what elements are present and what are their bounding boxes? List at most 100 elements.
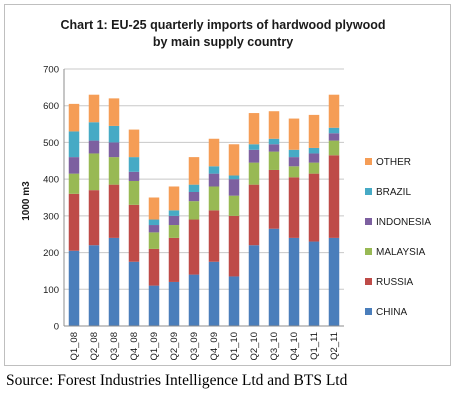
bar-segment-other [148, 197, 160, 220]
bar-segment-malaysia [88, 153, 100, 191]
bar-segment-other [128, 129, 140, 158]
bar-segment-malaysia [288, 166, 300, 178]
bar-segment-malaysia [168, 225, 180, 238]
bar-segment-china [328, 237, 340, 326]
bar-segment-malaysia [268, 151, 280, 170]
bar-segment-malaysia [108, 157, 120, 185]
bar-segment-brazil [148, 219, 160, 226]
bar-segment-malaysia [228, 195, 240, 216]
gridlines [64, 68, 344, 290]
legend-label-brazil: BRAZIL [376, 187, 411, 198]
bar-segment-other [228, 144, 240, 176]
x-tick-label: Q4_10 [289, 332, 300, 361]
legend-label-china: CHINA [376, 307, 407, 318]
legend: OTHER BRAZIL INDONESIA MALAYSIA RUSSIA CHINA [365, 157, 431, 318]
x-tick-label: Q1_09 [149, 332, 160, 361]
chart-title-line-1: Chart 1: EU-25 quarterly imports of hard… [60, 18, 385, 32]
x-tick-label: Q4_08 [129, 332, 140, 361]
bar-segment-russia [208, 210, 220, 262]
chart-title-line-2: by main supply country [153, 35, 293, 49]
bar-segment-other [108, 98, 120, 126]
bar-segment-russia [288, 177, 300, 238]
bar-segment-china [108, 237, 120, 326]
bar-segment-brazil [308, 147, 320, 154]
bar-segment-russia [188, 219, 200, 275]
bar-segment-other [188, 157, 200, 185]
bar-segment-indonesia [248, 149, 260, 163]
bar-segment-russia [168, 237, 180, 282]
x-tick-label: Q2_09 [169, 332, 180, 361]
bar-segment-indonesia [328, 133, 340, 141]
bar-segment-russia [228, 215, 240, 277]
y-tick-label: 200 [43, 248, 59, 259]
bar-segment-china [228, 276, 240, 326]
y-axis-label: 1000 m3 [21, 181, 32, 221]
bar-segment-malaysia [128, 180, 140, 205]
bars [68, 94, 340, 326]
x-tick-label: Q2_08 [89, 332, 100, 361]
bar-segment-brazil [168, 210, 180, 216]
bar-segment-indonesia [128, 171, 140, 181]
x-tick-label: Q3_10 [269, 332, 280, 361]
bar-segment-russia [108, 184, 120, 238]
bar-segment-other [248, 113, 260, 145]
x-tick-label: Q2_10 [249, 332, 260, 361]
bar-segment-brazil [228, 175, 240, 180]
y-tick-label: 600 [43, 101, 59, 112]
bar-segment-china [168, 281, 180, 326]
y-tick-label: 100 [43, 285, 59, 296]
x-tick-label: Q1_08 [69, 332, 80, 361]
bar-segment-brazil [128, 157, 140, 172]
bar-segment-russia [328, 155, 340, 238]
bar-segment-malaysia [248, 162, 260, 185]
bar-segment-china [88, 245, 100, 326]
bar-segment-malaysia [308, 162, 320, 174]
bar-segment-indonesia [68, 157, 80, 174]
bar-segment-other [88, 94, 100, 123]
legend-swatch-indonesia [365, 218, 372, 225]
bar-segment-russia [148, 248, 160, 286]
y-tick-label: 0 [54, 322, 59, 333]
bar-segment-indonesia [228, 179, 240, 196]
legend-swatch-china [365, 308, 372, 315]
bar-segment-brazil [188, 184, 200, 192]
bar-segment-russia [248, 184, 260, 246]
bar-segment-indonesia [168, 215, 180, 226]
bar-segment-other [328, 94, 340, 128]
x-tick-label: Q3_09 [189, 332, 200, 361]
bar-segment-china [128, 261, 140, 326]
bar-segment-other [68, 103, 80, 132]
bar-segment-malaysia [68, 173, 80, 194]
bar-segment-indonesia [88, 140, 100, 154]
legend-swatch-brazil [365, 188, 372, 195]
bar-segment-brazil [108, 125, 120, 143]
bar-segment-china [68, 250, 80, 326]
bar-segment-indonesia [268, 144, 280, 152]
legend-label-indonesia: INDONESIA [376, 217, 431, 228]
bar-segment-other [288, 118, 300, 150]
bar-segment-russia [308, 173, 320, 242]
bar-segment-brazil [248, 144, 260, 150]
legend-swatch-russia [365, 278, 372, 285]
bar-segment-other [208, 138, 220, 167]
bar-segment-china [268, 228, 280, 326]
bar-segment-brazil [288, 149, 300, 158]
bar-segment-malaysia [208, 186, 220, 211]
y-tick-label: 500 [43, 138, 59, 149]
bar-segment-china [148, 285, 160, 326]
bar-segment-other [168, 186, 180, 211]
bar-segment-indonesia [188, 191, 200, 202]
legend-swatch-malaysia [365, 248, 372, 255]
x-tick-label: Q4_09 [209, 332, 220, 361]
bar-segment-indonesia [288, 157, 300, 167]
source-note: Source: Forest Industries Intelligence L… [6, 372, 348, 389]
legend-swatch-other [365, 158, 372, 165]
chart-frame: Chart 1: EU-25 quarterly imports of hard… [4, 4, 451, 366]
bar-segment-china [288, 237, 300, 326]
bar-segment-russia [88, 190, 100, 246]
bar-segment-indonesia [148, 225, 160, 233]
x-tick-label: Q2_11 [329, 332, 340, 360]
bar-segment-brazil [208, 166, 220, 174]
bar-segment-indonesia [108, 142, 120, 158]
y-tick-label: 400 [43, 175, 59, 186]
